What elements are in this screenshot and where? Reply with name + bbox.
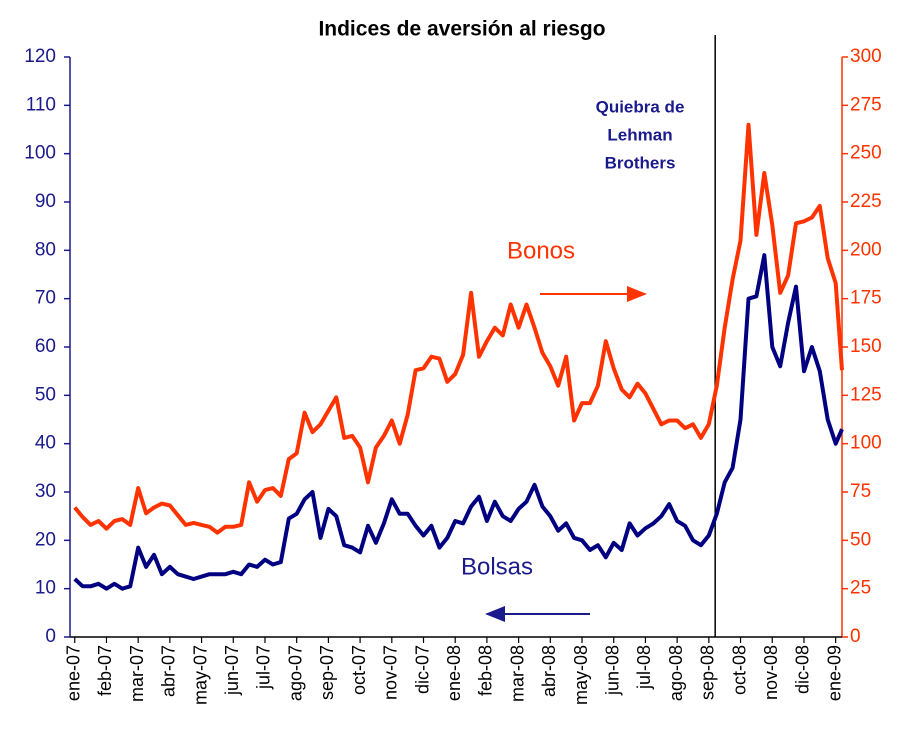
x-tick-label: feb-07 — [95, 645, 115, 696]
x-tick-label: mar-08 — [507, 645, 527, 702]
x-tick-label: nov-07 — [381, 645, 401, 700]
y2-tick-label: 0 — [850, 626, 861, 647]
y-tick-label: 100 — [24, 143, 56, 164]
x-tick-label: abr-08 — [539, 645, 559, 697]
y-tick-label: 50 — [35, 384, 56, 405]
annotation: Brothers — [605, 153, 676, 172]
chart-title: Indices de aversión al riesgo — [318, 18, 605, 41]
x-tick-label: jul-08 — [634, 645, 654, 690]
y-tick-label: 90 — [35, 191, 56, 212]
x-tick-label: dic-08 — [793, 645, 813, 694]
annotation: Quiebra de — [596, 97, 685, 116]
x-tick-label: sep-08 — [698, 645, 718, 700]
y-tick-label: 60 — [35, 336, 56, 357]
x-tick-label: abr-07 — [159, 645, 179, 697]
y2-tick-label: 25 — [850, 578, 871, 599]
y-tick-label: 120 — [24, 46, 56, 67]
series-line — [73, 122, 844, 535]
y2-tick-label: 125 — [850, 384, 882, 405]
x-tick-label: ene-07 — [64, 645, 84, 701]
y-tick-label: 110 — [26, 94, 56, 115]
y-tick-label: 20 — [35, 529, 56, 550]
series-line — [73, 253, 844, 591]
x-tick-label: may-07 — [190, 645, 210, 705]
x-tick-label: oct-08 — [729, 645, 749, 695]
x-tick-label: ene-09 — [824, 645, 844, 701]
x-tick-label: ago-08 — [666, 645, 686, 701]
x-tick-label: ago-07 — [285, 645, 305, 701]
x-tick-label: ene-08 — [444, 645, 464, 701]
y2-tick-label: 100 — [850, 433, 882, 454]
annotation: Lehman — [607, 125, 672, 144]
x-tick-label: jul-07 — [254, 645, 274, 690]
x-tick-label: sep-07 — [317, 645, 337, 700]
x-tick-label: jun-07 — [222, 645, 242, 696]
y2-tick-label: 50 — [850, 529, 871, 550]
y-tick-label: 0 — [45, 626, 56, 647]
x-tick-label: dic-07 — [412, 645, 432, 694]
y-tick-label: 30 — [35, 481, 56, 502]
y-tick-label: 40 — [35, 433, 56, 454]
y-tick-label: 70 — [35, 288, 56, 309]
y2-tick-label: 200 — [850, 239, 882, 260]
y2-tick-label: 175 — [850, 288, 882, 309]
y2-tick-label: 75 — [850, 481, 871, 502]
y2-tick-label: 275 — [850, 94, 882, 115]
y2-tick-label: 250 — [850, 143, 882, 164]
series-label: Bonos — [507, 237, 575, 264]
x-tick-label: mar-07 — [127, 645, 147, 702]
x-tick-label: jun-08 — [602, 645, 622, 696]
y2-tick-label: 225 — [850, 191, 882, 212]
y2-tick-label: 150 — [850, 336, 882, 357]
x-tick-label: may-08 — [571, 645, 591, 705]
y-tick-label: 80 — [35, 239, 56, 260]
series-label: Bolsas — [461, 553, 533, 580]
x-tick-label: feb-08 — [476, 645, 496, 696]
x-tick-label: oct-07 — [349, 645, 369, 695]
y-tick-label: 10 — [35, 578, 56, 599]
y2-tick-label: 300 — [850, 46, 882, 67]
x-tick-label: nov-08 — [761, 645, 781, 700]
